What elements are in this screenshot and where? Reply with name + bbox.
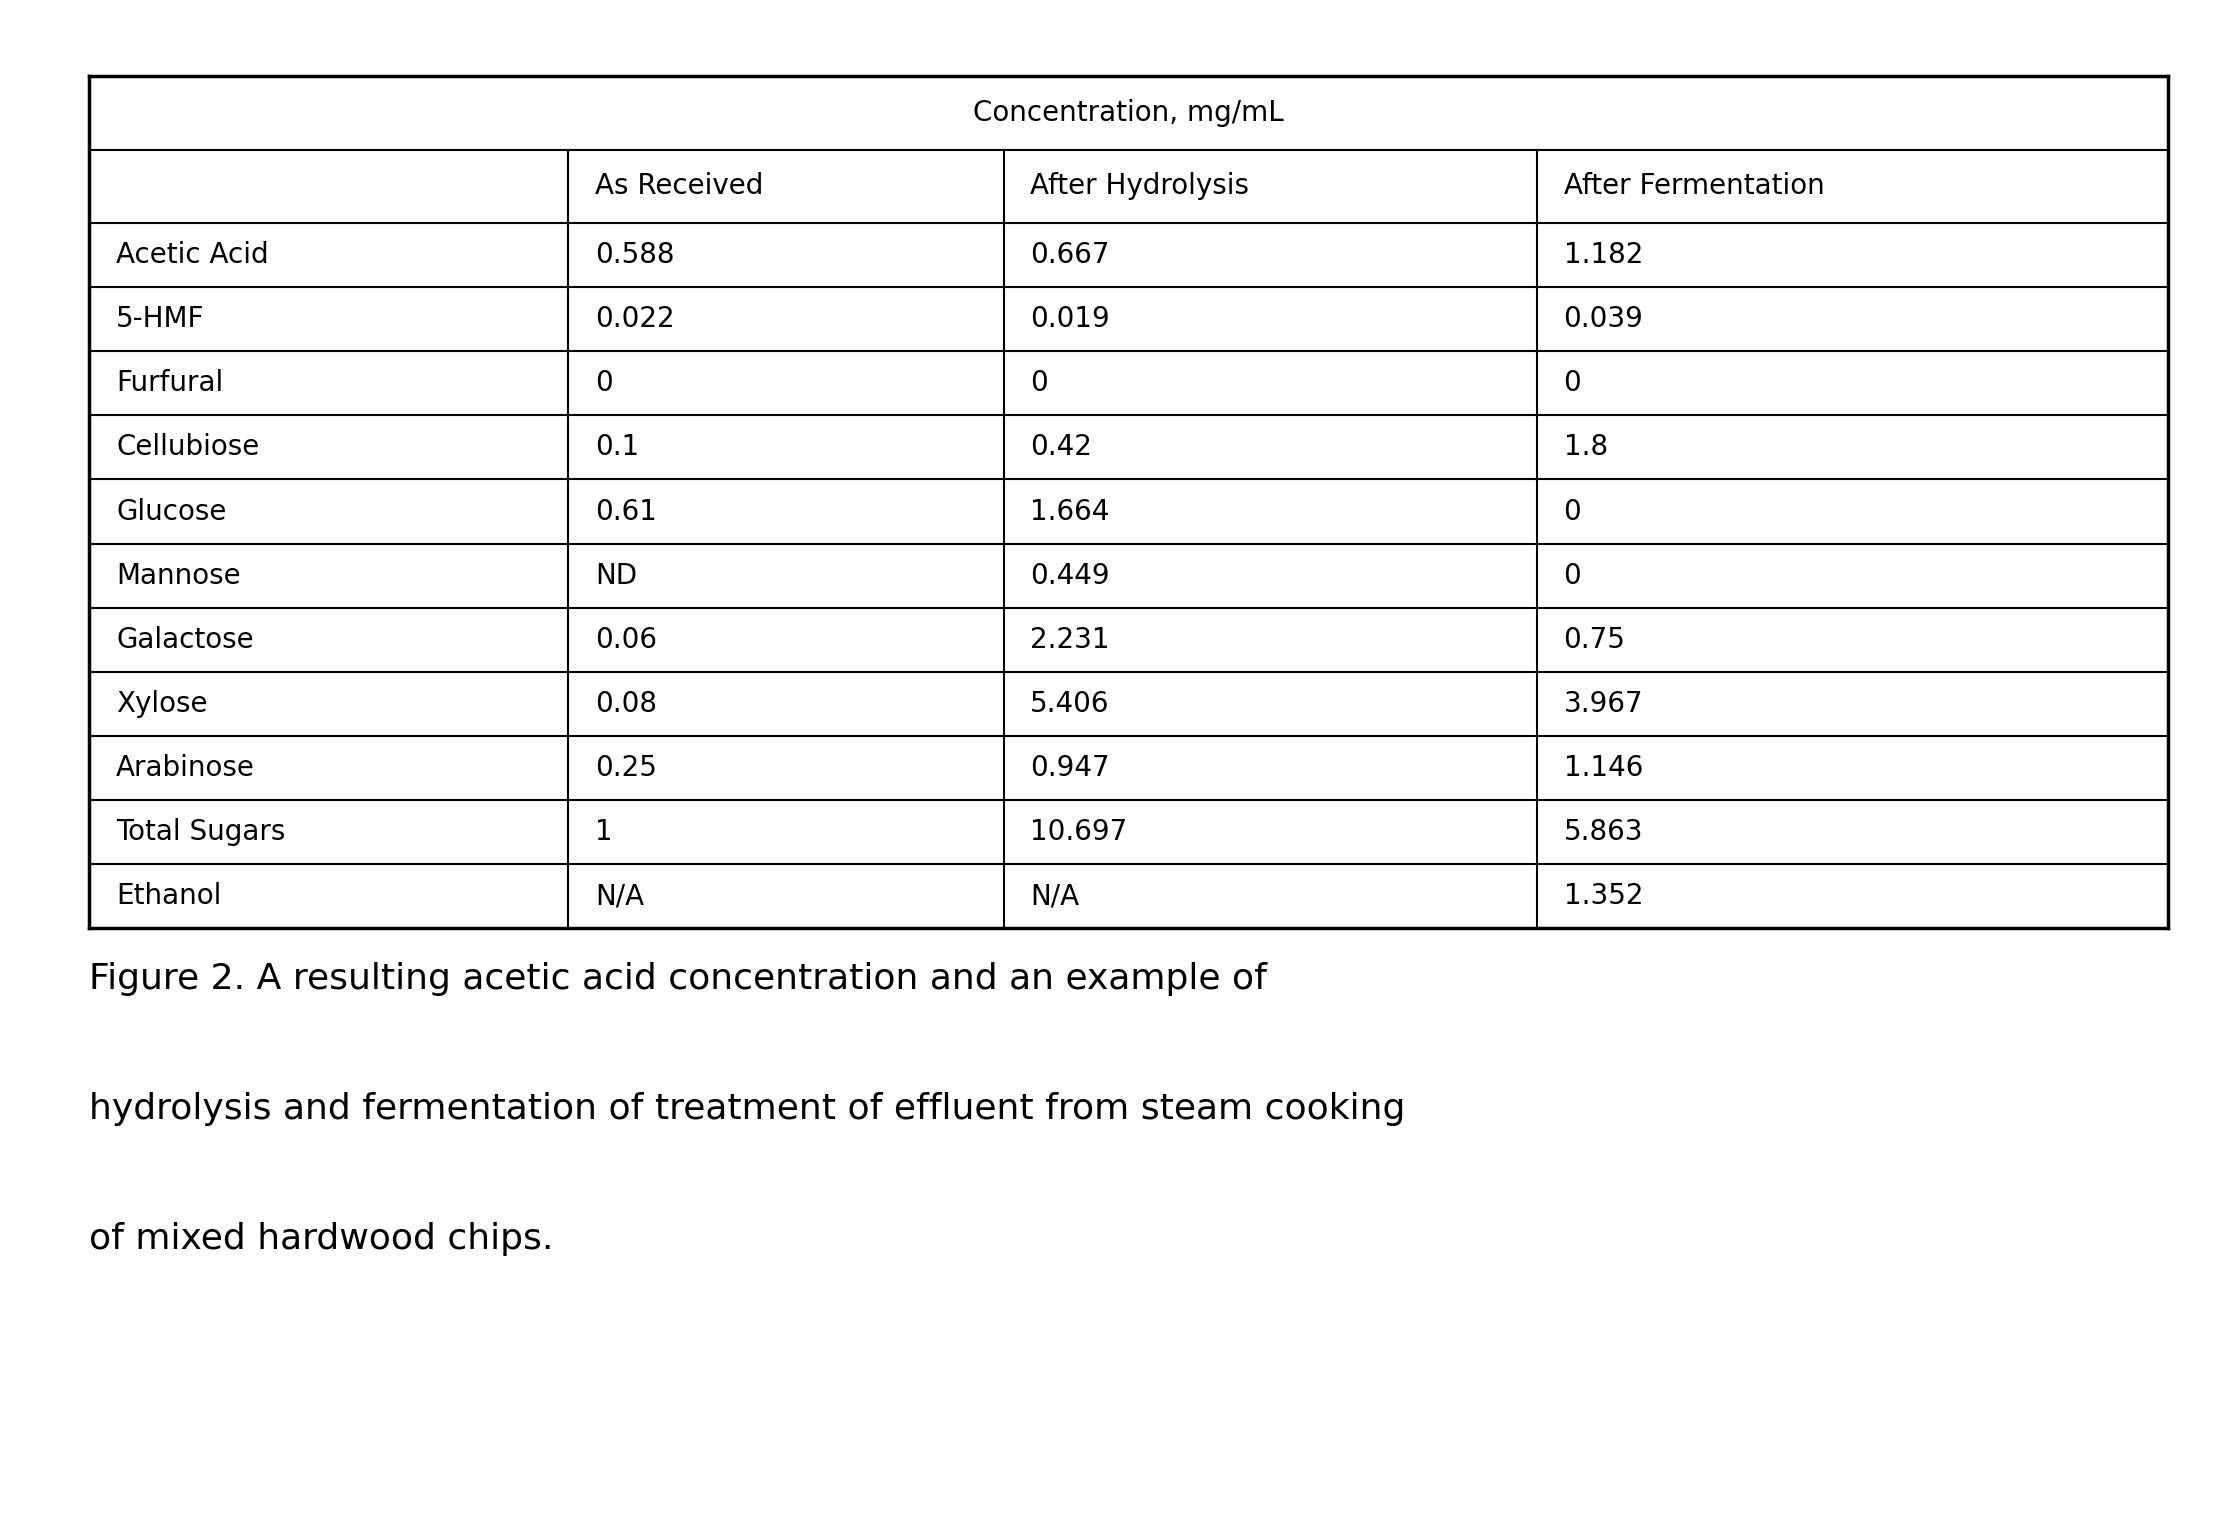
- Text: After Fermentation: After Fermentation: [1564, 173, 1824, 200]
- Text: 0.947: 0.947: [1030, 754, 1111, 782]
- Text: As Received: As Received: [595, 173, 764, 200]
- Text: 1.664: 1.664: [1030, 498, 1111, 525]
- Text: 0.449: 0.449: [1030, 562, 1111, 589]
- Text: Mannose: Mannose: [116, 562, 241, 589]
- Text: 1.8: 1.8: [1564, 434, 1607, 461]
- Text: Arabinose: Arabinose: [116, 754, 255, 782]
- Text: 0.25: 0.25: [595, 754, 657, 782]
- Text: 0: 0: [1030, 370, 1048, 397]
- Text: Ethanol: Ethanol: [116, 883, 221, 910]
- Text: 0.022: 0.022: [595, 305, 675, 333]
- Text: 0.588: 0.588: [595, 241, 675, 269]
- Text: 1.352: 1.352: [1564, 883, 1643, 910]
- Text: N/A: N/A: [595, 883, 644, 910]
- Text: 10.697: 10.697: [1030, 818, 1129, 846]
- Text: 0.08: 0.08: [595, 690, 657, 718]
- Text: 0: 0: [1564, 562, 1582, 589]
- Text: 0.039: 0.039: [1564, 305, 1643, 333]
- Text: 0: 0: [595, 370, 612, 397]
- Text: 0: 0: [1564, 370, 1582, 397]
- Text: Galactose: Galactose: [116, 626, 255, 654]
- Text: 0.667: 0.667: [1030, 241, 1111, 269]
- Text: Glucose: Glucose: [116, 498, 226, 525]
- Text: 0.75: 0.75: [1564, 626, 1625, 654]
- Text: 0.06: 0.06: [595, 626, 657, 654]
- Text: After Hydrolysis: After Hydrolysis: [1030, 173, 1249, 200]
- Text: Total Sugars: Total Sugars: [116, 818, 286, 846]
- Text: 0.42: 0.42: [1030, 434, 1093, 461]
- Text: 5.863: 5.863: [1564, 818, 1643, 846]
- Text: 0: 0: [1564, 498, 1582, 525]
- Text: ND: ND: [595, 562, 637, 589]
- Text: 1.146: 1.146: [1564, 754, 1643, 782]
- Text: of mixed hardwood chips.: of mixed hardwood chips.: [89, 1222, 554, 1255]
- Text: 5.406: 5.406: [1030, 690, 1111, 718]
- Text: 3.967: 3.967: [1564, 690, 1643, 718]
- Text: Xylose: Xylose: [116, 690, 208, 718]
- Text: Concentration, mg/mL: Concentration, mg/mL: [972, 99, 1285, 127]
- Text: 2.231: 2.231: [1030, 626, 1111, 654]
- Text: 0.1: 0.1: [595, 434, 639, 461]
- Text: 0.019: 0.019: [1030, 305, 1111, 333]
- Text: 0.61: 0.61: [595, 498, 657, 525]
- Text: N/A: N/A: [1030, 883, 1080, 910]
- Text: Furfural: Furfural: [116, 370, 224, 397]
- Text: hydrolysis and fermentation of treatment of effluent from steam cooking: hydrolysis and fermentation of treatment…: [89, 1092, 1406, 1125]
- Text: 1.182: 1.182: [1564, 241, 1643, 269]
- Text: Cellubiose: Cellubiose: [116, 434, 259, 461]
- Text: Acetic Acid: Acetic Acid: [116, 241, 268, 269]
- Text: 1: 1: [595, 818, 612, 846]
- Text: Figure 2. A resulting acetic acid concentration and an example of: Figure 2. A resulting acetic acid concen…: [89, 962, 1267, 996]
- Text: 5-HMF: 5-HMF: [116, 305, 206, 333]
